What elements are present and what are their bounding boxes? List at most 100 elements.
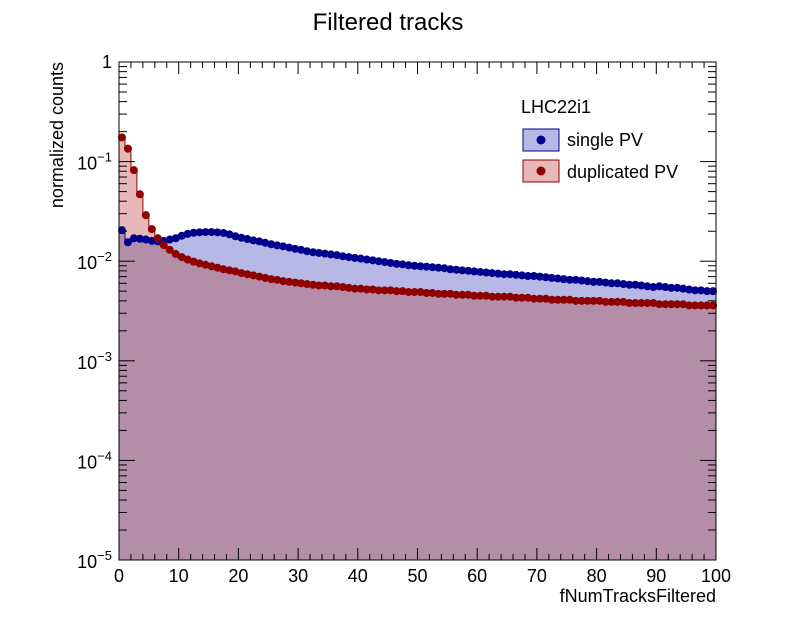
area-overlap — [119, 230, 716, 560]
point-single-pv — [243, 235, 252, 244]
point-single-pv — [446, 265, 455, 274]
point-duplicated-pv — [201, 260, 210, 269]
point-duplicated-pv — [625, 299, 634, 308]
point-duplicated-pv — [464, 290, 473, 299]
point-duplicated-pv — [619, 297, 628, 306]
point-single-pv — [529, 272, 538, 281]
point-duplicated-pv — [697, 301, 706, 310]
point-single-pv — [535, 272, 544, 281]
point-single-pv — [338, 252, 347, 261]
point-single-pv — [219, 228, 228, 237]
x-axis: 0 10 20 30 40 50 60 70 80 90 100 — [114, 62, 731, 586]
point-single-pv — [386, 258, 395, 267]
point-single-pv — [123, 238, 132, 247]
point-duplicated-pv — [470, 291, 479, 300]
point-duplicated-pv — [434, 289, 443, 298]
point-duplicated-pv — [553, 295, 562, 304]
point-duplicated-pv — [243, 270, 252, 279]
point-single-pv — [517, 271, 526, 280]
x-tick-label: 30 — [288, 566, 308, 586]
point-duplicated-pv — [285, 277, 294, 286]
point-single-pv — [207, 228, 216, 237]
point-single-pv — [249, 236, 258, 245]
point-duplicated-pv — [219, 265, 228, 274]
point-single-pv — [422, 262, 431, 271]
point-single-pv — [601, 278, 610, 287]
x-tick-label: 70 — [527, 566, 547, 586]
point-duplicated-pv — [291, 278, 300, 287]
point-single-pv — [332, 251, 341, 260]
point-single-pv — [655, 282, 664, 291]
point-duplicated-pv — [159, 241, 168, 250]
point-single-pv — [476, 267, 485, 276]
point-duplicated-pv — [679, 300, 688, 309]
point-duplicated-pv — [685, 301, 694, 310]
point-single-pv — [434, 263, 443, 272]
point-single-pv — [523, 272, 532, 281]
point-duplicated-pv — [117, 133, 126, 142]
point-single-pv — [440, 264, 449, 273]
y-tick-label: 10−1 — [77, 150, 112, 174]
point-single-pv — [404, 261, 413, 270]
point-duplicated-pv — [422, 288, 431, 297]
point-duplicated-pv — [344, 283, 353, 292]
point-duplicated-pv — [440, 289, 449, 298]
point-duplicated-pv — [506, 292, 515, 301]
legend-marker-single-pv — [536, 135, 546, 145]
point-single-pv — [285, 243, 294, 252]
point-duplicated-pv — [309, 280, 318, 289]
point-single-pv — [356, 254, 365, 263]
point-duplicated-pv — [583, 296, 592, 305]
point-single-pv — [213, 228, 222, 237]
point-single-pv — [488, 269, 497, 278]
legend: LHC22i1 single PV duplicated PV — [521, 97, 678, 183]
point-duplicated-pv — [303, 280, 312, 289]
point-duplicated-pv — [452, 290, 461, 299]
point-single-pv — [165, 235, 174, 244]
point-duplicated-pv — [368, 285, 377, 294]
point-duplicated-pv — [141, 211, 150, 220]
point-duplicated-pv — [571, 296, 580, 305]
point-single-pv — [350, 253, 359, 262]
x-tick-label: 80 — [587, 566, 607, 586]
point-duplicated-pv — [517, 293, 526, 302]
x-tick-label: 50 — [407, 566, 427, 586]
point-single-pv — [344, 253, 353, 262]
point-single-pv — [458, 266, 467, 275]
point-single-pv — [303, 247, 312, 256]
point-duplicated-pv — [147, 225, 156, 234]
point-duplicated-pv — [279, 277, 288, 286]
point-single-pv — [291, 244, 300, 253]
point-duplicated-pv — [249, 271, 258, 280]
point-duplicated-pv — [392, 287, 401, 296]
point-duplicated-pv — [601, 297, 610, 306]
point-single-pv — [589, 277, 598, 286]
y-tick-label: 1 — [102, 52, 112, 72]
point-single-pv — [117, 226, 126, 235]
point-single-pv — [667, 283, 676, 292]
point-duplicated-pv — [416, 288, 425, 297]
point-duplicated-pv — [362, 285, 371, 294]
point-duplicated-pv — [380, 286, 389, 295]
point-duplicated-pv — [691, 301, 700, 310]
x-tick-label: 0 — [114, 566, 124, 586]
point-duplicated-pv — [667, 300, 676, 309]
legend-entry-duplicated-pv: duplicated PV — [522, 159, 678, 183]
point-single-pv — [500, 270, 509, 279]
point-duplicated-pv — [655, 300, 664, 309]
point-duplicated-pv — [500, 292, 509, 301]
point-single-pv — [565, 275, 574, 284]
y-tick-label: 10−5 — [77, 548, 112, 572]
point-single-pv — [595, 277, 604, 286]
x-tick-label: 60 — [467, 566, 487, 586]
point-single-pv — [607, 279, 616, 288]
x-tick-label: 100 — [701, 566, 731, 586]
point-duplicated-pv — [458, 290, 467, 299]
chart-title: Filtered tracks — [313, 9, 464, 36]
x-tick-label: 40 — [348, 566, 368, 586]
point-duplicated-pv — [207, 262, 216, 271]
point-duplicated-pv — [225, 266, 234, 275]
point-single-pv — [470, 267, 479, 276]
point-duplicated-pv — [512, 293, 521, 302]
